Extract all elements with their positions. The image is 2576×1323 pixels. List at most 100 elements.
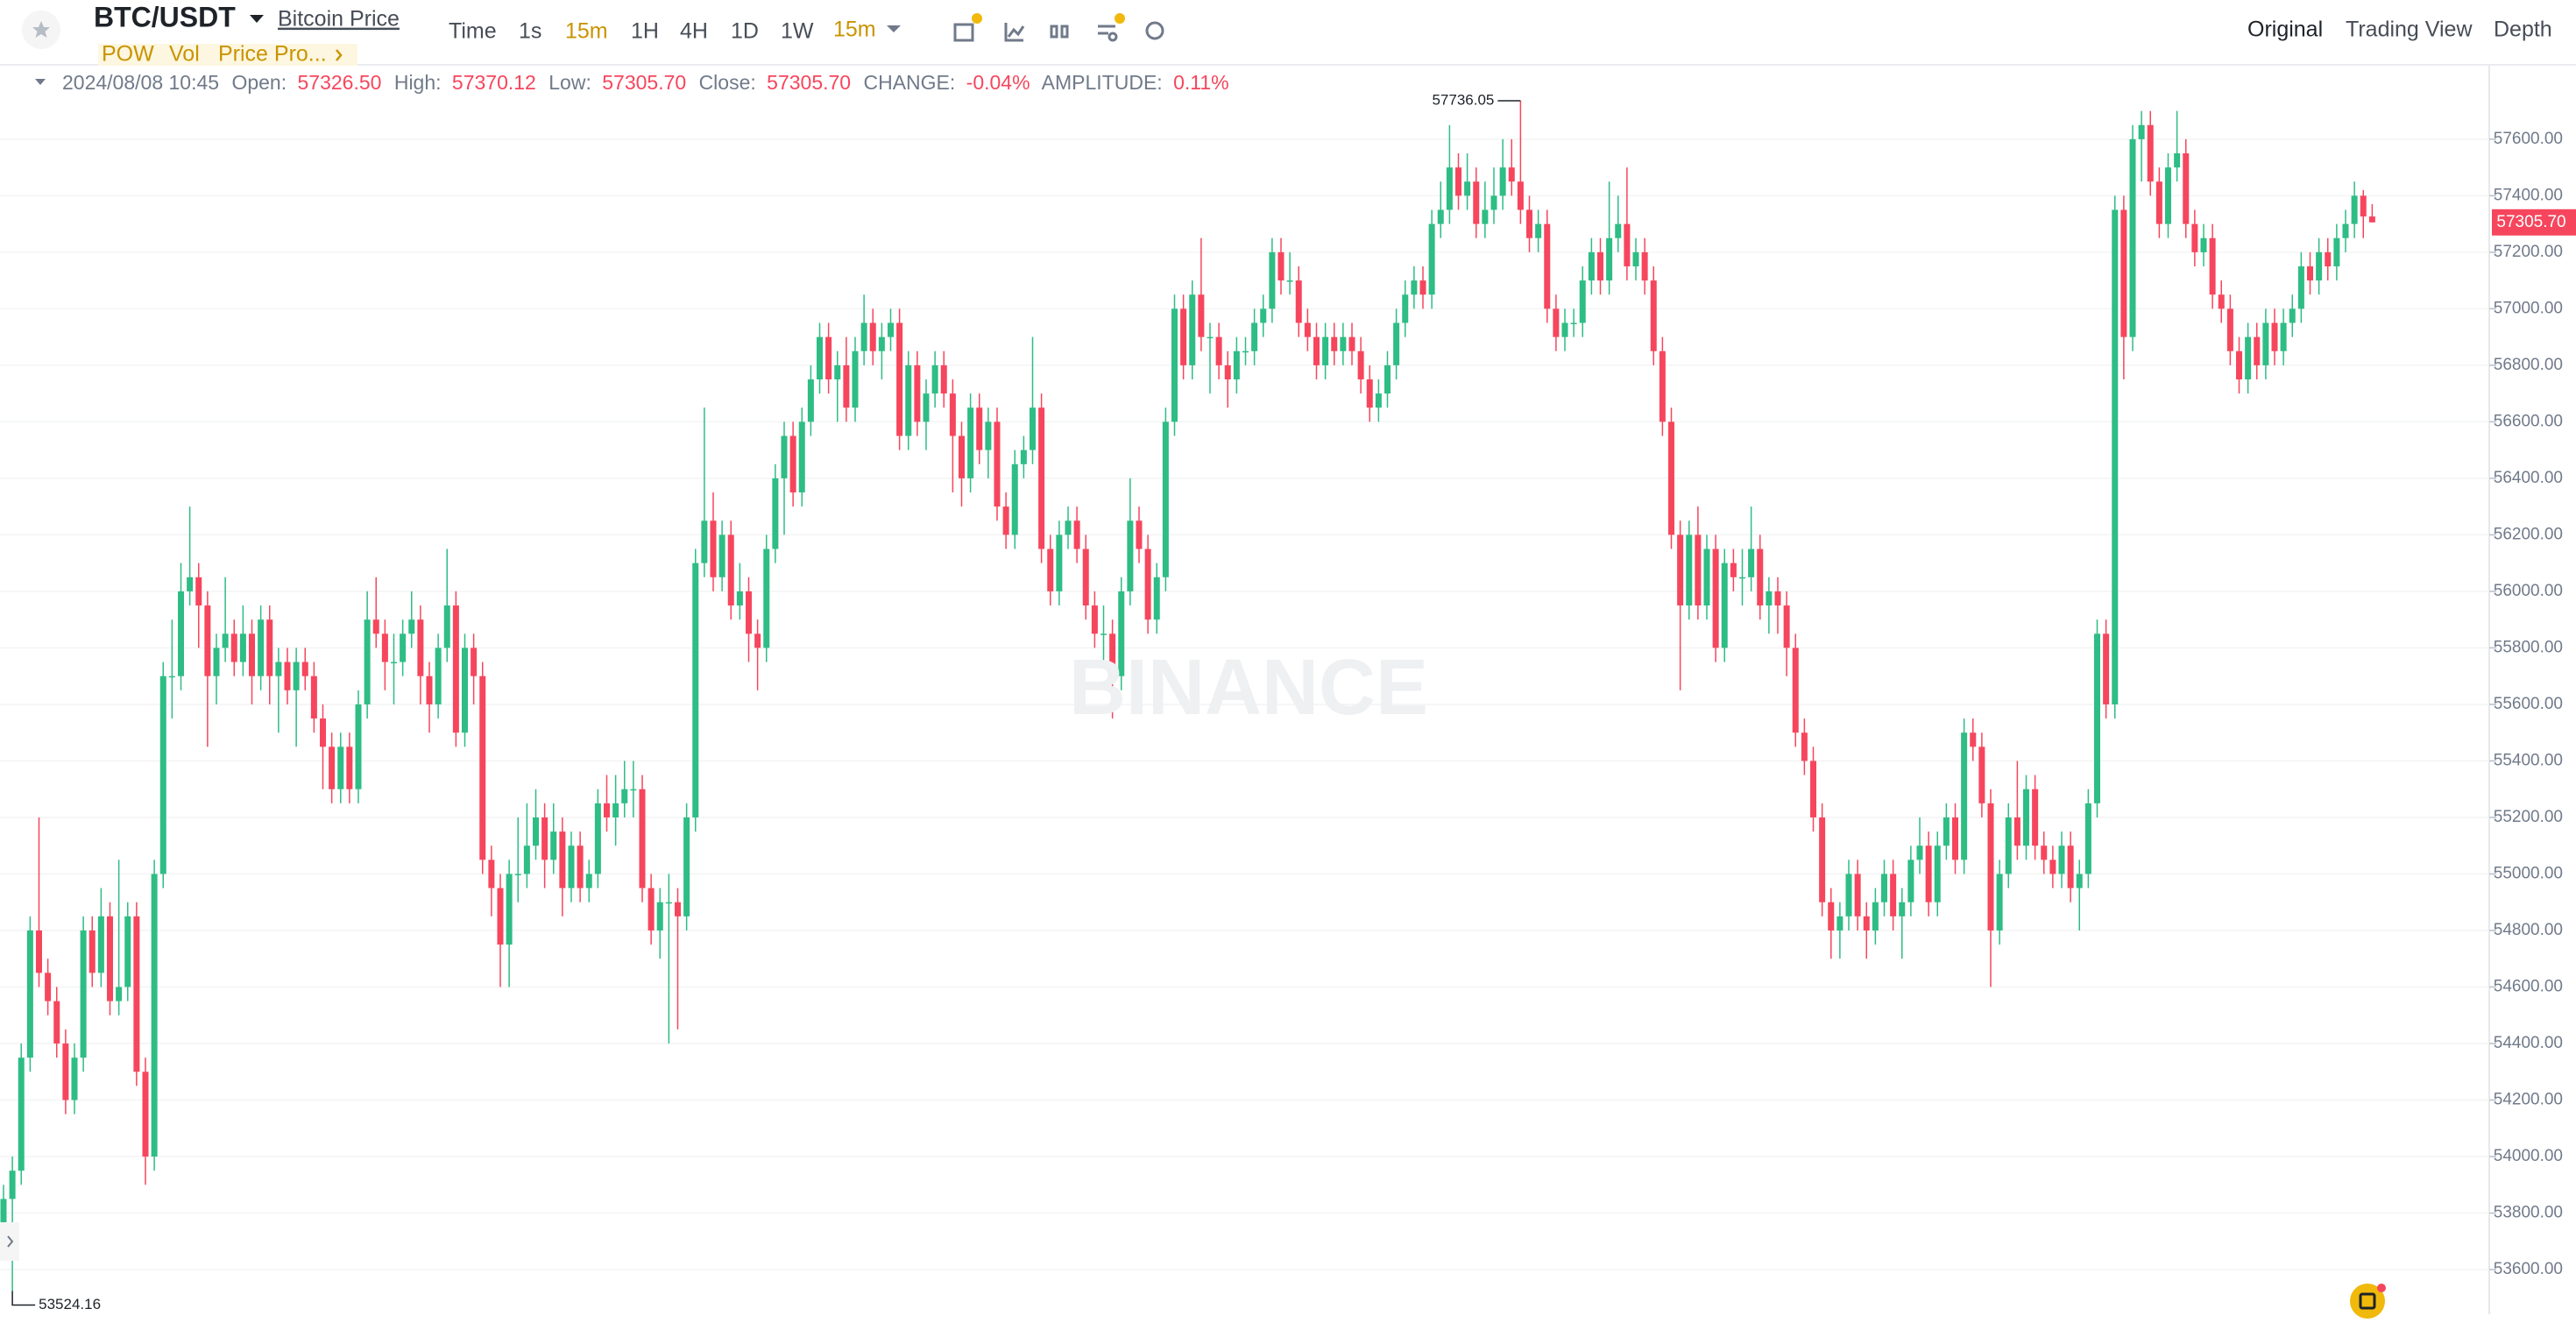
candle-body — [266, 619, 273, 676]
star-icon — [32, 21, 50, 38]
y-tick-label: 54800.00 — [2494, 921, 2563, 939]
candle-body — [426, 676, 433, 704]
candle-body — [905, 364, 912, 436]
candle-body — [550, 831, 557, 860]
candle-body — [1544, 223, 1551, 309]
candle-body — [222, 633, 229, 648]
candle-body — [736, 591, 743, 606]
tag[interactable]: Vol — [169, 42, 200, 67]
interval-dropdown[interactable] — [887, 25, 901, 32]
candle-body — [2076, 874, 2083, 888]
candle-body — [2094, 633, 2100, 803]
symbol-dropdown[interactable] — [250, 15, 264, 23]
candle-body — [2254, 336, 2261, 365]
candle-body — [2360, 195, 2367, 217]
candle-body — [1331, 336, 1338, 351]
tag[interactable]: Price Pro... — [218, 42, 327, 67]
candle-body — [860, 322, 867, 351]
candle-body — [1295, 280, 1302, 323]
ohlc-info: 2024/08/08 10:45 Open: 57326.50 High: 57… — [62, 71, 1229, 94]
calendar-icon[interactable] — [953, 23, 974, 42]
y-tick-label: 53600.00 — [2494, 1260, 2563, 1278]
candle-body — [2005, 817, 2012, 874]
candle-body — [1606, 237, 1613, 281]
candle-body — [914, 364, 921, 422]
watermark: BINANCE — [1069, 644, 1428, 732]
candle-body — [1899, 902, 1906, 916]
y-tick-label: 56800.00 — [2494, 356, 2563, 374]
candle-body — [1819, 817, 1826, 902]
last-price-tag — [2492, 209, 2576, 236]
interval[interactable]: 1H — [631, 19, 659, 44]
candle-body — [2032, 789, 2039, 846]
candle-body — [381, 633, 388, 662]
tag[interactable]: POW — [102, 42, 154, 67]
plot-area: 53600.00 53800.00 54000.00 54200.00 54400.00… — [0, 66, 2563, 1314]
field-label: AMPLITUDE: — [1042, 71, 1163, 94]
candle-body — [1792, 647, 1799, 733]
interval[interactable]: 4H — [680, 19, 708, 44]
info-toggle[interactable] — [35, 79, 46, 85]
candle-body — [2325, 251, 2332, 267]
symbol[interactable]: BTC/USDT — [94, 1, 236, 32]
candle-body — [1269, 251, 1276, 309]
assistant-button[interactable] — [2350, 1284, 2385, 1319]
candle-body — [1056, 534, 1063, 591]
badge — [972, 13, 982, 24]
interval[interactable]: 15m — [565, 19, 608, 44]
y-tick-label: 55000.00 — [2494, 864, 2563, 882]
candle-body — [2262, 322, 2269, 365]
view-tab[interactable]: Depth — [2494, 18, 2552, 42]
candle-body — [1774, 591, 1781, 606]
candle-body — [1286, 280, 1293, 282]
candle-body — [443, 605, 450, 648]
candle-body — [1845, 874, 1852, 916]
interval[interactable]: 15m — [833, 18, 876, 42]
y-tick-label: 56000.00 — [2494, 582, 2563, 600]
candle-body — [195, 577, 202, 606]
candle-body — [346, 746, 353, 789]
view-tab[interactable]: Original — [2247, 18, 2323, 42]
indicator-line — [1007, 25, 1025, 38]
candle-body — [2280, 322, 2287, 351]
candle-body — [1375, 393, 1382, 408]
candle-body — [1260, 308, 1267, 323]
candle-body — [1304, 322, 1311, 337]
view-tab[interactable]: Trading View — [2346, 18, 2473, 42]
candle-body — [1109, 633, 1116, 676]
candle-body — [2103, 633, 2110, 704]
candle-body — [639, 789, 646, 888]
candle-body — [1996, 874, 2003, 930]
subtitle-link[interactable]: Bitcoin Price — [278, 7, 400, 32]
candle-body — [675, 902, 681, 916]
candle-body — [568, 845, 575, 888]
settings-icon[interactable] — [1145, 21, 1164, 40]
candle-body — [124, 916, 131, 987]
candle-body — [612, 803, 619, 817]
interval[interactable]: 1W — [781, 19, 814, 44]
candle-body — [888, 322, 894, 337]
tag-more[interactable] — [336, 49, 343, 61]
badge — [1115, 13, 1125, 24]
candle-body — [781, 435, 788, 478]
candle-body — [2209, 237, 2216, 295]
candle-body — [45, 973, 52, 1001]
interval[interactable]: 1s — [519, 19, 541, 44]
candle-body — [692, 562, 699, 817]
candle-body — [1987, 803, 1994, 930]
candle-body — [435, 647, 442, 704]
field-value: 57370.12 — [452, 71, 536, 94]
y-tick-label: 53800.00 — [2494, 1204, 2563, 1222]
candle-body — [754, 633, 761, 648]
interval[interactable]: 1D — [731, 19, 759, 44]
candle-body — [2120, 209, 2127, 337]
candle-icon[interactable] — [1050, 25, 1058, 39]
candle-body — [1251, 322, 1258, 351]
side-toggle[interactable] — [0, 1222, 19, 1261]
indicator-icon[interactable] — [1004, 23, 1023, 42]
candle-body — [1641, 251, 1648, 281]
interval[interactable]: Time — [449, 19, 497, 44]
y-tick-label: 57000.00 — [2494, 299, 2563, 317]
candle-body — [1100, 633, 1107, 635]
candle-body — [763, 548, 770, 648]
